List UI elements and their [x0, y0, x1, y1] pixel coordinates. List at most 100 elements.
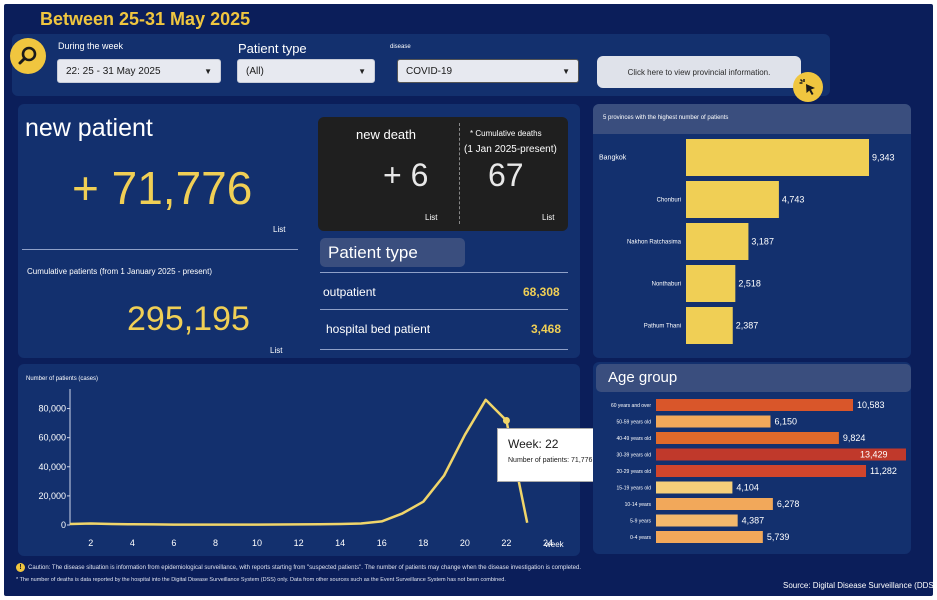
y-axis-label: Number of patients (cases)	[26, 376, 98, 382]
week-select-value: 22: 25 - 31 May 2025	[66, 65, 161, 77]
province-name: Pathum Thani	[644, 324, 681, 330]
age-value-label: 10,583	[857, 400, 885, 410]
y-tick-label: 0	[61, 520, 66, 530]
caution-icon: !	[16, 563, 25, 572]
age-group-name: 30-39 years old	[617, 453, 652, 459]
x-tick-label: 2	[88, 538, 93, 548]
cum-death-list-link[interactable]: List	[542, 213, 555, 222]
province-bar[interactable]	[686, 265, 736, 302]
x-tick-label: 8	[213, 538, 218, 548]
new-patient-value: + 71,776	[72, 162, 253, 214]
province-name: Bangkok	[599, 155, 627, 162]
x-tick-label: 4	[130, 538, 135, 548]
age-value-label: 9,824	[843, 433, 866, 443]
age-bar[interactable]	[656, 498, 773, 510]
y-tick-label: 60,000	[38, 433, 66, 443]
cum-death-label: * Cumulative deaths	[470, 129, 542, 138]
age-bar[interactable]	[656, 448, 906, 461]
new-patient-label: new patient	[25, 114, 153, 142]
new-death-label: new death	[356, 127, 416, 142]
cumulative-label: Cumulative patients (from 1 January 2025…	[27, 267, 212, 276]
divider	[320, 309, 568, 310]
age-bar[interactable]	[656, 514, 738, 527]
y-tick-label: 80,000	[38, 404, 66, 414]
new-patient-list-link[interactable]: List	[273, 225, 286, 234]
age-bar[interactable]	[656, 465, 867, 477]
patient-type-select[interactable]: (All) ▼	[237, 59, 375, 83]
province-bar[interactable]	[686, 139, 869, 176]
highlight-point[interactable]	[502, 417, 510, 425]
y-tick-label: 20,000	[38, 491, 66, 501]
disease-filter-label: disease	[390, 44, 411, 50]
age-bar[interactable]	[656, 481, 733, 494]
x-tick-label: 20	[460, 538, 470, 548]
x-tick-label: 10	[252, 538, 262, 548]
age-bar[interactable]	[656, 415, 771, 428]
disease-select[interactable]: COVID-19 ▼	[397, 59, 579, 83]
caution-text: Caution: The disease situation is inform…	[28, 565, 581, 571]
province-bar[interactable]	[686, 307, 733, 344]
patient-type-header: Patient type	[320, 238, 465, 267]
age-bar-chart: 60 years and over 10,583 50-59 years old 6,…	[611, 399, 906, 543]
age-group-name: 50-59 years old	[617, 420, 652, 426]
x-tick-label: 24	[543, 538, 553, 548]
new-death-list-link[interactable]: List	[425, 213, 438, 222]
divider	[320, 272, 568, 273]
divider	[22, 249, 298, 250]
province-name: Chonburi	[657, 198, 681, 204]
province-bar[interactable]	[686, 223, 749, 260]
province-value-label: 4,743	[782, 195, 805, 205]
age-group-name: 15-19 years old	[617, 486, 652, 492]
x-tick-label: 6	[171, 538, 176, 548]
weekly-line-chart: Number of patients (cases) 0 20,000 40,000 6…	[26, 376, 565, 549]
age-value-label: 13,429	[860, 450, 888, 460]
provinces-bar-chart: Bangkok 9,343 Chonburi 4,743 Nakhon Ratchasi…	[599, 139, 895, 344]
x-tick-label: 18	[418, 538, 428, 548]
cumulative-value: 295,195	[127, 300, 250, 338]
cumulative-list-link[interactable]: List	[270, 346, 283, 355]
cum-death-value: 67	[488, 157, 524, 193]
death-divider	[459, 123, 460, 224]
cum-death-sublabel: (1 Jan 2025-present)	[464, 144, 557, 155]
province-info-button[interactable]: Click here to view provincial informatio…	[597, 56, 801, 88]
page-title: Between 25-31 May 2025	[40, 9, 251, 29]
age-header: Age group	[596, 364, 911, 392]
age-bar[interactable]	[656, 432, 839, 444]
week-filter-label: During the week	[58, 41, 124, 51]
chevron-down-icon: ▼	[204, 66, 212, 76]
age-group-name: 20-29 years old	[617, 469, 652, 475]
divider	[320, 349, 568, 350]
outpatient-label: outpatient	[323, 285, 376, 299]
death-note: * The number of deaths is data reported …	[16, 577, 506, 583]
provinces-header: 5 provinces with the highest number of p…	[593, 104, 911, 134]
disease-select-value: COVID-19	[406, 65, 453, 77]
age-value-label: 4,104	[736, 483, 759, 493]
age-value-label: 11,282	[870, 466, 897, 476]
patient-type-select-value: (All)	[246, 65, 264, 77]
age-group-name: 0-4 years	[630, 535, 651, 541]
age-group-name: 5-9 years	[630, 519, 651, 525]
hospital-bed-label: hospital bed patient	[326, 322, 431, 336]
week-select[interactable]: 22: 25 - 31 May 2025 ▼	[57, 59, 221, 83]
chevron-down-icon: ▼	[562, 66, 570, 76]
y-tick-label: 40,000	[38, 462, 66, 472]
age-value-label: 6,150	[774, 417, 797, 427]
province-name: Nakhon Ratchasima	[627, 240, 682, 246]
age-value-label: 4,387	[742, 516, 765, 526]
search-icon[interactable]	[10, 38, 46, 74]
age-bar[interactable]	[656, 531, 763, 543]
province-value-label: 9,343	[872, 153, 895, 163]
x-tick-label: 22	[501, 538, 511, 548]
cursor-click-icon[interactable]	[793, 72, 823, 102]
age-group-name: 60 years and over	[611, 403, 651, 409]
tooltip-body: Number of patients: 71,776 cases	[508, 457, 613, 464]
patients-line	[69, 398, 529, 526]
hospital-bed-value: 3,468	[531, 322, 562, 336]
province-bar[interactable]	[686, 181, 779, 218]
age-value-label: 5,739	[767, 532, 790, 542]
age-group-name: 10-14 years	[625, 502, 652, 508]
age-bar[interactable]	[656, 399, 854, 411]
new-death-value: + 6	[383, 157, 429, 193]
death-box	[318, 117, 568, 231]
tooltip-title: Week: 22	[508, 437, 559, 451]
